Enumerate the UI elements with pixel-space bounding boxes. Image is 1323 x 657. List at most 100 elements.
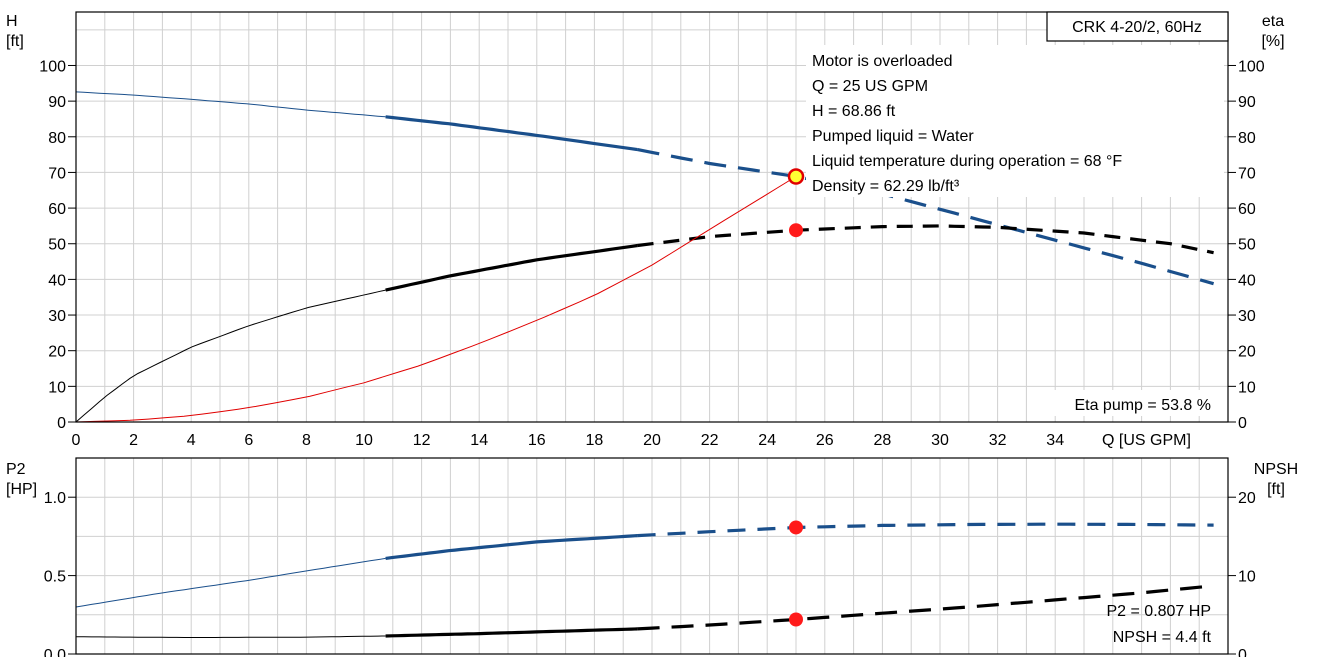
head-tick-label: 50: [48, 237, 66, 254]
head-curve-thin: [75, 91, 386, 118]
power-tick-label: 0.0: [44, 647, 66, 657]
head-tick-labels: 0 10 20 30 40 50 60 70 80 90 100: [39, 58, 76, 432]
eta-tick-labels: 0 10 20 30 40 50 60 70 80 90 100: [1228, 58, 1265, 432]
bottom-plot-frame: [75, 457, 1229, 655]
eta-tick-label: 50: [1238, 237, 1256, 254]
x-tick-label: 34: [1046, 432, 1064, 449]
x-tick-label: 8: [302, 432, 311, 449]
head-tick-label: 20: [48, 344, 66, 361]
head-tick-label: 80: [48, 130, 66, 147]
power-duty-point: [789, 520, 803, 535]
head-tick-label: 90: [48, 94, 66, 111]
eta-tick-label: 10: [1238, 379, 1256, 396]
eta-tick-label: 40: [1238, 272, 1256, 289]
flow-readout: Q = 25 US GPM: [812, 78, 928, 95]
x-tick-label: 10: [355, 432, 373, 449]
power-curve-dashed: [637, 522, 1214, 538]
eta-readout-background: [1030, 390, 1220, 416]
x-tick-label: 2: [129, 432, 138, 449]
efficiency-curve-thick: [385, 243, 638, 292]
power-curve-thin: [75, 557, 386, 608]
head-tick-label: 60: [48, 201, 66, 218]
head-readout: H = 68.86 ft: [812, 103, 896, 120]
x-tick-label: 24: [758, 432, 776, 449]
power-curve-thick: [385, 534, 638, 560]
bottom-duty-points: [789, 520, 803, 627]
eta-tick-label: 30: [1238, 308, 1256, 325]
head-tick-label: 10: [48, 379, 66, 396]
npsh-axis-unit: [ft]: [1267, 481, 1285, 498]
bottom-curves: [75, 522, 1214, 638]
motor-warning: Motor is overloaded: [812, 53, 953, 70]
density-readout: Density = 62.29 lb/ft³: [812, 178, 960, 195]
x-tick-label: 26: [816, 432, 834, 449]
head-tick-label: 0: [57, 415, 66, 432]
x-tick-label: 30: [931, 432, 949, 449]
top-duty-points: [787, 168, 805, 238]
top-plot-frame: [75, 11, 1229, 423]
temperature-readout: Liquid temperature during operation = 68…: [812, 153, 1122, 170]
x-tick-labels: 02468101214161820222426283032343638: [72, 432, 1180, 449]
npsh-curve-thick: [385, 627, 638, 638]
eta-tick-label: 100: [1238, 58, 1265, 75]
x-tick-label: 12: [413, 432, 431, 449]
head-tick-label: 30: [48, 308, 66, 325]
power-tick-label: 0.5: [44, 569, 66, 586]
npsh-tick-label: 10: [1238, 569, 1256, 586]
top-curves: [75, 91, 1215, 423]
x-tick-label: 32: [989, 432, 1007, 449]
head-axis-label: H: [6, 13, 18, 30]
head-curve-thick: [385, 115, 638, 152]
power-tick-labels: 0.0 0.5 1.0: [44, 490, 76, 657]
eta-axis-unit: [%]: [1261, 33, 1284, 50]
x-tick-label: 16: [528, 432, 546, 449]
head-tick-label: 70: [48, 165, 66, 182]
duty-info-background: [806, 45, 1224, 197]
npsh-tick-label: 0: [1238, 647, 1247, 657]
npsh-duty-point: [789, 612, 803, 627]
head-axis-unit: [ft]: [6, 33, 24, 50]
x-tick-label: 14: [470, 432, 488, 449]
eta-tick-label: 20: [1238, 344, 1256, 361]
x-tick-label: 4: [187, 432, 196, 449]
liquid-readout: Pumped liquid = Water: [812, 128, 974, 145]
x-axis-label-background: [1100, 426, 1218, 450]
npsh-tick-label: 20: [1238, 490, 1256, 507]
eta-tick-label: 80: [1238, 130, 1256, 147]
power-tick-label: 1.0: [44, 490, 66, 507]
head-curve-dashed: [637, 148, 1215, 286]
eta-tick-label: 0: [1238, 415, 1247, 432]
eta-axis-label: eta: [1262, 13, 1284, 30]
eta-tick-label: 90: [1238, 94, 1256, 111]
power-npsh-panel: 0.0 0.5 1.0 0 10 20 P2 [HP] NPSH [ft] P2 = 0…: [6, 457, 1298, 657]
x-tick-label: 18: [586, 432, 604, 449]
head-efficiency-panel: 02468101214161820222426283032343638 0102…: [6, 11, 1285, 450]
x-tick-label: 0: [72, 432, 81, 449]
eta-tick-label: 60: [1238, 201, 1256, 218]
npsh-curve-thin: [76, 635, 386, 638]
npsh-tick-labels: 0 10 20: [1228, 490, 1256, 657]
power-axis-label: P2: [6, 461, 26, 478]
npsh-curve-dashed: [637, 584, 1214, 631]
x-tick-label: 20: [643, 432, 661, 449]
efficiency-duty-point: [789, 223, 803, 238]
duty-info-block: Motor is overloaded Q = 25 US GPM H = 68…: [806, 45, 1224, 197]
power-readout: P2 = 0.807 HP: [1106, 603, 1211, 620]
bottom-grid: [76, 458, 1228, 654]
x-tick-label: 28: [874, 432, 892, 449]
pump-title-box: [1046, 11, 1229, 42]
eta-tick-label: 70: [1238, 165, 1256, 182]
x-tick-label: 22: [701, 432, 719, 449]
eta-readout: Eta pump = 53.8 %: [1074, 397, 1211, 414]
efficiency-curve-thin: [75, 289, 386, 423]
head-tick-label: 100: [39, 58, 66, 75]
x-tick-label: 6: [244, 432, 253, 449]
efficiency-curve-dashed: [637, 224, 1214, 255]
x-axis-label: Q [US GPM]: [1102, 432, 1191, 449]
pump-title: CRK 4-20/2, 60Hz: [1072, 19, 1202, 36]
system-curve-thin: [75, 176, 797, 423]
npsh-readout: NPSH = 4.4 ft: [1113, 629, 1212, 646]
npsh-axis-label: NPSH: [1254, 461, 1298, 478]
power-axis-unit: [HP]: [6, 481, 37, 498]
